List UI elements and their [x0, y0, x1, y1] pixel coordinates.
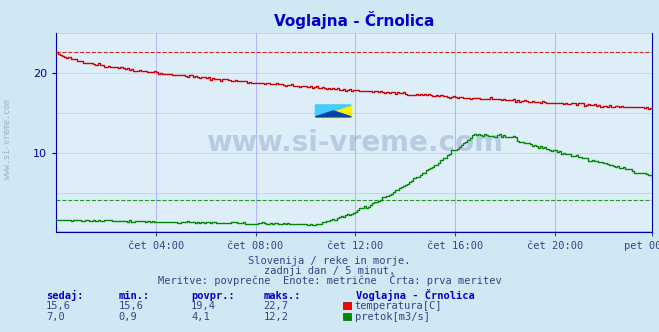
Text: 12,2: 12,2: [264, 312, 289, 322]
Text: 7,0: 7,0: [46, 312, 65, 322]
Text: www.si-vreme.com: www.si-vreme.com: [206, 129, 503, 157]
Polygon shape: [316, 111, 351, 117]
Text: www.si-vreme.com: www.si-vreme.com: [3, 100, 13, 179]
Text: Voglajna - Črnolica: Voglajna - Črnolica: [356, 289, 474, 301]
Text: temperatura[C]: temperatura[C]: [355, 301, 442, 311]
Title: Voglajna - Črnolica: Voglajna - Črnolica: [274, 11, 434, 29]
Text: pretok[m3/s]: pretok[m3/s]: [355, 312, 430, 322]
Polygon shape: [316, 105, 351, 117]
Text: Slovenija / reke in morje.: Slovenija / reke in morje.: [248, 256, 411, 266]
Text: maks.:: maks.:: [264, 291, 301, 301]
Text: 22,7: 22,7: [264, 301, 289, 311]
Text: zadnji dan / 5 minut.: zadnji dan / 5 minut.: [264, 266, 395, 276]
Text: 15,6: 15,6: [119, 301, 144, 311]
Text: min.:: min.:: [119, 291, 150, 301]
Text: 0,9: 0,9: [119, 312, 137, 322]
Text: Meritve: povprečne  Enote: metrične  Črta: prva meritev: Meritve: povprečne Enote: metrične Črta:…: [158, 274, 501, 286]
Text: 4,1: 4,1: [191, 312, 210, 322]
Text: 19,4: 19,4: [191, 301, 216, 311]
Text: sedaj:: sedaj:: [46, 290, 84, 301]
Text: 15,6: 15,6: [46, 301, 71, 311]
Text: povpr.:: povpr.:: [191, 291, 235, 301]
Polygon shape: [316, 105, 351, 117]
